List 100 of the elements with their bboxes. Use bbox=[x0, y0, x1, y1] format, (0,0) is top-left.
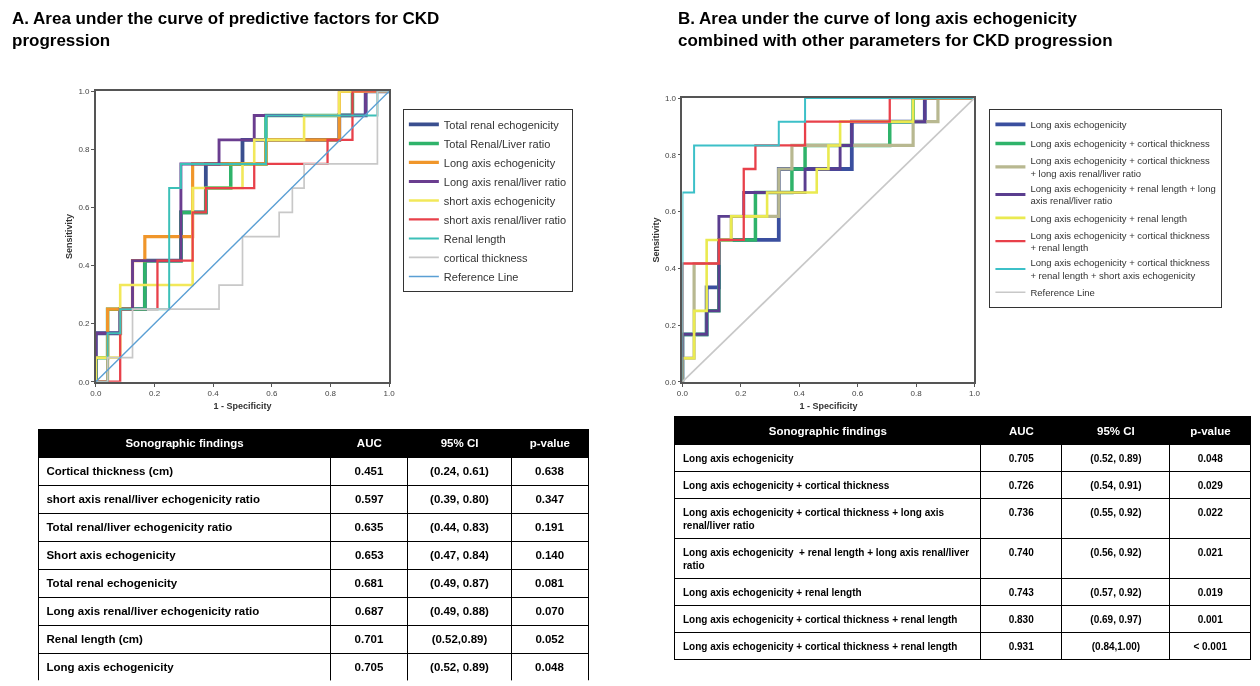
legend-label: Long axis echogenicity + renal length + long axis renal/liver ratio bbox=[1030, 183, 1216, 207]
text: 0.140 bbox=[535, 549, 565, 562]
text: < 0.001 bbox=[1193, 640, 1228, 652]
chart-title: B. Area under the curve of long axis echogenicity combined with other parameters for CKD progression bbox=[678, 9, 1113, 51]
x-tick-label: 0.0 bbox=[90, 389, 102, 399]
y-tick-label: 0.4 bbox=[78, 261, 91, 271]
text: (0.49, 0.88) bbox=[430, 605, 489, 618]
text: 0.070 bbox=[535, 605, 565, 618]
y-axis-title: Sensitivity bbox=[64, 214, 75, 260]
text: (0.84,1.00) bbox=[1091, 640, 1141, 652]
text: 0.701 bbox=[354, 633, 384, 646]
y-tick-label: 0.4 bbox=[664, 264, 677, 274]
y-tick-label: 0.0 bbox=[664, 377, 677, 387]
text: (0.47, 0.84) bbox=[430, 549, 489, 562]
text: 0.743 bbox=[1008, 586, 1034, 598]
legend-label: Long axis echogenicity + cortical thickness + renal length bbox=[1030, 229, 1210, 254]
text: 0.635 bbox=[354, 521, 384, 534]
text: (0.49, 0.87) bbox=[430, 577, 489, 590]
text: (0.39, 0.80) bbox=[430, 493, 489, 506]
legend-label: short axis renal/liver ratio bbox=[443, 213, 567, 226]
category-label: p-value bbox=[1190, 424, 1231, 437]
text: 0.052 bbox=[535, 633, 565, 646]
text: 0.736 bbox=[1008, 506, 1034, 518]
x-tick-label: 0.8 bbox=[910, 389, 923, 399]
text: 0.705 bbox=[1008, 452, 1034, 464]
category-label: Sonographic findings bbox=[768, 424, 888, 437]
x-tick-label: 0.2 bbox=[735, 389, 747, 399]
category-label: short axis renal/liver echogenicity ratio bbox=[46, 493, 260, 506]
x-tick-label: 1.0 bbox=[383, 389, 396, 399]
text: 0.191 bbox=[535, 521, 564, 534]
x-axis-title: 1 - Specificity bbox=[799, 401, 858, 412]
text: 0.687 bbox=[354, 605, 384, 618]
category-label: AUC bbox=[1008, 424, 1034, 437]
legend-label: Renal length bbox=[443, 232, 506, 245]
category-label: Long axis echogenicity + renal length bbox=[682, 586, 862, 598]
legend-label: Long axis renal/liver ratio bbox=[443, 175, 567, 188]
x-tick-label: 0.0 bbox=[676, 389, 689, 399]
legend-label: Long axis echogenicity + cortical thickness + renal length + short axis echogenicity bbox=[1030, 257, 1210, 281]
category-label: Long axis echogenicity + cortical thickness bbox=[682, 479, 890, 491]
text: 0.726 bbox=[1008, 479, 1034, 491]
category-label: Long axis echogenicity bbox=[46, 661, 174, 674]
x-tick-label: 0.6 bbox=[266, 389, 278, 399]
y-tick-label: 0.6 bbox=[664, 207, 677, 217]
y-tick-label: 0.8 bbox=[78, 145, 91, 155]
text: 0.048 bbox=[535, 661, 564, 674]
legend-label: Total Renal/Liver ratio bbox=[443, 137, 551, 150]
category-label: Renal length (cm) bbox=[46, 633, 143, 646]
x-tick-label: 0.4 bbox=[793, 389, 806, 399]
text: 0.740 bbox=[1008, 546, 1034, 558]
legend-label: Long axis echogenicity + renal length bbox=[1030, 212, 1188, 224]
legend-label: Long axis echogenicity + cortical thickness + long axis renal/liver ratio bbox=[1030, 155, 1210, 179]
x-tick-label: 0.2 bbox=[148, 389, 161, 399]
y-tick-label: 1.0 bbox=[664, 93, 677, 103]
category-label: Total renal/liver echogenicity ratio bbox=[46, 521, 233, 534]
category-label: AUC bbox=[356, 437, 382, 450]
text: 0.931 bbox=[1008, 640, 1034, 652]
text: 0.705 bbox=[354, 661, 384, 674]
y-tick-label: 0.2 bbox=[664, 320, 677, 330]
text: 0.001 bbox=[1197, 613, 1223, 625]
category-label: 95% CI bbox=[1097, 424, 1135, 437]
x-tick-label: 0.6 bbox=[852, 389, 864, 399]
category-label: Long axis echogenicity + cortical thickness + renal length bbox=[682, 640, 958, 652]
category-label: Short axis echogenicity bbox=[46, 549, 176, 562]
text: 0.022 bbox=[1197, 506, 1223, 518]
x-tick-label: 1.0 bbox=[968, 389, 981, 399]
y-tick-label: 0.2 bbox=[78, 319, 91, 329]
text: (0.44, 0.83) bbox=[430, 521, 489, 534]
text: (0.69, 0.97) bbox=[1090, 613, 1142, 625]
text: 0.021 bbox=[1197, 546, 1223, 558]
chart-title: A. Area under the curve of predictive factors for CKD progression bbox=[12, 9, 440, 51]
text: 0.830 bbox=[1008, 613, 1034, 625]
text: (0.56, 0.92) bbox=[1090, 546, 1142, 558]
text: (0.54, 0.91) bbox=[1090, 479, 1142, 491]
legend-label: Reference Line bbox=[1030, 286, 1095, 298]
category-label: Long axis echogenicity + renal length + long axis renal/liver ratio bbox=[682, 546, 970, 571]
x-tick-label: 0.8 bbox=[324, 389, 337, 399]
category-label: Long axis echogenicity + cortical thickness + long axis renal/liver ratio bbox=[682, 506, 945, 531]
legend-label: Long axis echogenicity + cortical thickness bbox=[1030, 138, 1210, 150]
text: 0.638 bbox=[535, 465, 564, 478]
text: (0.57, 0.92) bbox=[1090, 586, 1142, 598]
x-axis-title: 1 - Specificity bbox=[213, 401, 272, 412]
text: 0.347 bbox=[535, 493, 565, 506]
text: (0.52, 0.89) bbox=[430, 661, 489, 674]
legend-label: Reference Line bbox=[443, 270, 519, 283]
y-tick-label: 0.8 bbox=[664, 150, 677, 160]
x-tick-label: 0.4 bbox=[207, 389, 220, 399]
category-label: Cortical thickness (cm) bbox=[46, 465, 173, 478]
category-label: Sonographic findings bbox=[125, 437, 244, 450]
text: 0.048 bbox=[1197, 452, 1223, 464]
category-label: Total renal echogenicity bbox=[46, 577, 178, 590]
text: (0.24, 0.61) bbox=[430, 465, 489, 478]
category-label: 95% CI bbox=[440, 437, 479, 450]
legend-label: Long axis echogenicity bbox=[1030, 119, 1127, 131]
legend-label: short axis echogenicity bbox=[443, 194, 556, 207]
text: 0.653 bbox=[354, 549, 384, 562]
category-label: Long axis echogenicity + cortical thickness + renal length bbox=[682, 613, 958, 625]
text: 0.019 bbox=[1197, 586, 1223, 598]
text: (0.52, 0.89) bbox=[1090, 452, 1142, 464]
text: (0.52,0.89) bbox=[431, 633, 488, 646]
y-axis-title: Sensitivity bbox=[650, 217, 661, 263]
